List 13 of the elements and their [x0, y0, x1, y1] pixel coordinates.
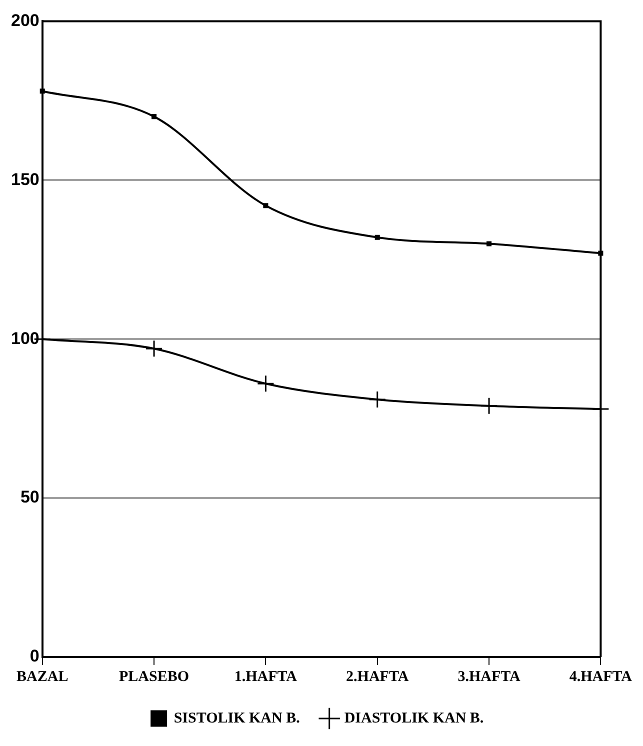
legend-label: DIASTOLIK KAN B.: [344, 710, 484, 726]
y-tick-label: 200: [10, 10, 40, 30]
y-tick-label: 100: [10, 328, 40, 348]
x-tick-label: PLASEBO: [119, 668, 190, 685]
x-tick-label: 4.HAFTA: [569, 668, 632, 685]
y-tick-label: 150: [10, 170, 40, 189]
x-tick-label: 1.HAFTA: [234, 668, 298, 685]
x-tick-label: 2.HAFTA: [346, 668, 409, 685]
x-tick-label: BAZAL: [16, 668, 68, 685]
y-tick-label: 0: [30, 646, 40, 666]
y-tick-label: 50: [20, 488, 40, 507]
legend-label: SISTOLIK KAN B.: [174, 710, 300, 726]
x-tick-label: 3.HAFTA: [458, 668, 520, 685]
